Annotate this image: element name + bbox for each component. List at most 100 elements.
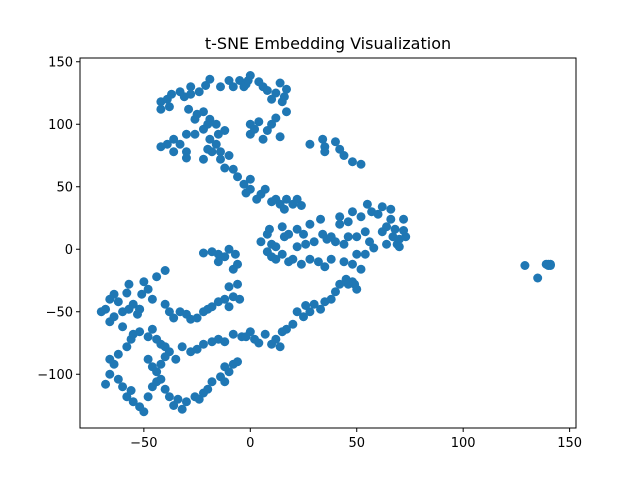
scatter-point [192, 344, 202, 354]
scatter-point [192, 313, 202, 323]
scatter-point [386, 214, 396, 224]
scatter-point [382, 239, 392, 249]
scatter-point [137, 289, 147, 299]
scatter-point [135, 327, 145, 337]
scatter-point [352, 232, 362, 242]
scatter-point [224, 302, 234, 312]
scatter-point [279, 204, 289, 214]
scatter-point [118, 382, 128, 392]
scatter-point [275, 342, 285, 352]
scatter-point [267, 339, 277, 349]
scatter-point [109, 312, 119, 322]
scatter-point [343, 232, 353, 242]
scatter-point [203, 384, 213, 394]
scatter-point [118, 322, 128, 332]
scatter-point [277, 222, 287, 232]
scatter-point [271, 254, 281, 264]
scatter-point [186, 89, 196, 99]
scatter-point [198, 248, 208, 258]
scatter-point [390, 224, 400, 234]
scatter-point [139, 277, 149, 287]
scatter-point [143, 332, 153, 342]
scatter-point [143, 284, 153, 294]
scatter-point [216, 154, 225, 164]
scatter-point [203, 144, 213, 154]
scatter-point [164, 102, 174, 112]
scatter-point [198, 154, 208, 164]
scatter-point [256, 237, 266, 247]
scatter-point [190, 129, 200, 139]
scatter-point [399, 214, 409, 224]
scatter-point [143, 392, 153, 402]
scatter-point [369, 243, 379, 253]
scatter-point [213, 257, 223, 267]
scatter-point [160, 299, 170, 309]
scatter-point [181, 153, 191, 163]
scatter-point [296, 259, 306, 269]
y-tick-label: 100 [48, 118, 73, 133]
scatter-point [228, 329, 238, 339]
scatter-point [139, 407, 149, 417]
scatter-point [216, 82, 225, 92]
scatter-point [347, 157, 357, 167]
scatter-point [356, 159, 366, 169]
scatter-point [113, 349, 123, 359]
scatter-point [533, 273, 543, 283]
scatter-point [220, 377, 230, 387]
scatter-point [373, 209, 383, 219]
scatter-point [305, 254, 315, 264]
scatter-point [541, 259, 551, 269]
scatter-point [275, 132, 285, 142]
scatter-point [230, 249, 240, 259]
scatter-point [122, 288, 132, 298]
scatter-point [281, 194, 291, 204]
scatter-point [335, 212, 345, 222]
scatter-point [101, 379, 111, 389]
scatter-point [330, 137, 340, 147]
scatter-point [228, 82, 238, 92]
scatter-point [224, 244, 234, 254]
scatter-point [281, 107, 291, 117]
scatter-point [233, 259, 243, 269]
scatter-point [135, 304, 145, 314]
scatter-point [147, 294, 157, 304]
scatter-point [360, 249, 370, 259]
scatter-point [156, 142, 166, 152]
scatter-point [245, 174, 255, 184]
scatter-point [152, 367, 162, 377]
scatter-point [339, 257, 349, 267]
x-tick-label: 50 [348, 436, 365, 451]
scatter-point [401, 232, 411, 242]
scatter-point [296, 201, 306, 210]
y-tick-label: −50 [46, 305, 73, 320]
scatter-point [271, 113, 281, 123]
scatter-point [258, 134, 268, 144]
scatter-point [105, 369, 115, 379]
x-axis: −50 0 50 100 150 [130, 428, 582, 451]
scatter-point [320, 262, 330, 272]
scatter-point [207, 302, 217, 312]
scatter-point [122, 342, 132, 352]
scatter-point [377, 202, 387, 212]
scatter-point [250, 334, 260, 344]
scatter-point [292, 242, 302, 252]
scatter-point [245, 71, 255, 80]
scatter-point [160, 384, 170, 394]
scatter-point [362, 199, 372, 209]
scatter-point [160, 342, 170, 352]
scatter-point [156, 104, 166, 114]
x-tick-label: 150 [557, 436, 582, 451]
scatter-point [220, 163, 230, 173]
scatter-point [299, 229, 309, 239]
scatter-point [177, 342, 187, 352]
scatter-point [184, 104, 194, 114]
scatter-point [224, 151, 234, 160]
scatter-point [113, 374, 123, 384]
scatter-point [320, 297, 330, 307]
scatter-point [224, 367, 234, 377]
scatter-point [254, 117, 264, 127]
scatter-point [186, 82, 196, 92]
scatter-point [211, 119, 221, 129]
